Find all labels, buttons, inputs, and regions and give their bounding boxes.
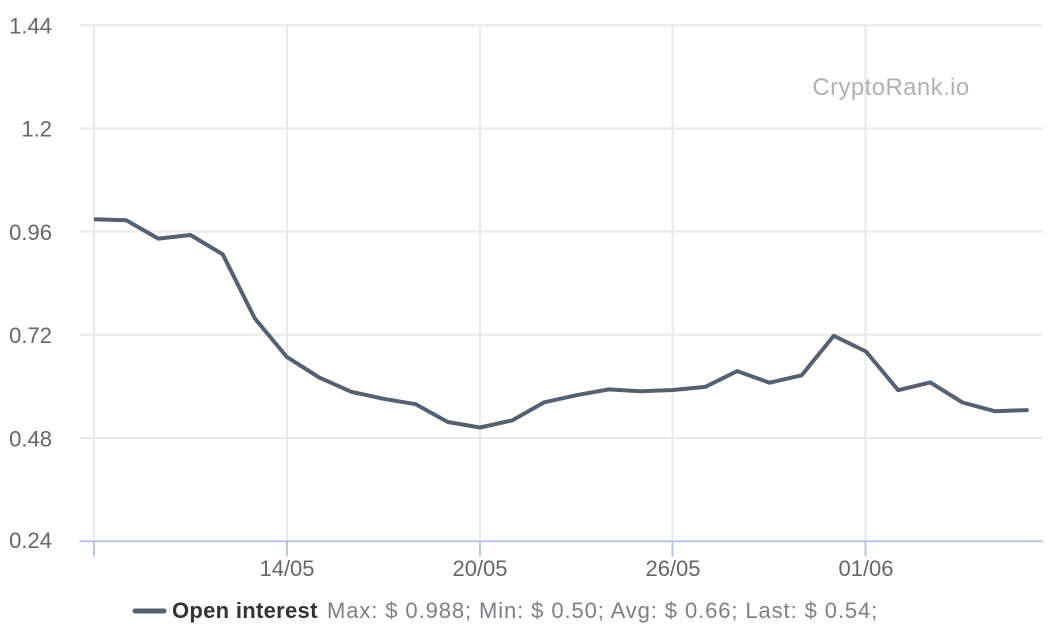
svg-text:Open interest: Open interest — [172, 598, 318, 623]
svg-text:26/05: 26/05 — [645, 556, 700, 581]
svg-text:Max: $ 0.988; Min: $ 0.50; Avg: Max: $ 0.988; Min: $ 0.50; Avg: $ 0.66; … — [327, 598, 878, 623]
svg-text:0.72: 0.72 — [9, 323, 52, 348]
svg-text:0.24: 0.24 — [9, 528, 52, 553]
svg-text:14/05: 14/05 — [259, 556, 314, 581]
svg-text:1.2: 1.2 — [21, 117, 52, 142]
svg-text:1.44: 1.44 — [9, 14, 52, 39]
svg-text:20/05: 20/05 — [452, 556, 507, 581]
svg-text:01/06: 01/06 — [838, 556, 893, 581]
svg-text:0.48: 0.48 — [9, 426, 52, 451]
svg-text:0.96: 0.96 — [9, 220, 52, 245]
svg-text:CryptoRank.io: CryptoRank.io — [812, 74, 969, 101]
